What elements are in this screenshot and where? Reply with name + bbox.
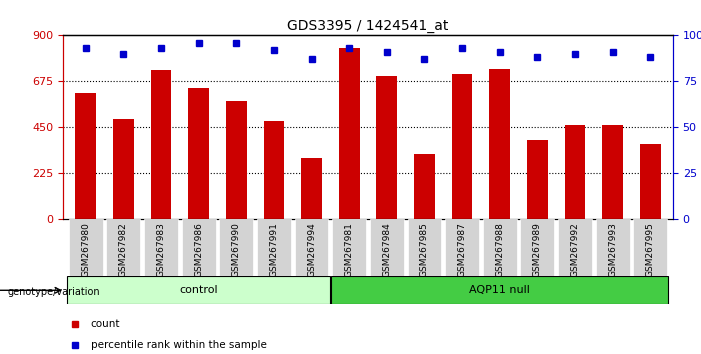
Bar: [414, 154, 435, 219]
Bar: [565, 125, 585, 219]
Text: count: count: [90, 319, 120, 329]
Bar: [602, 125, 623, 219]
FancyBboxPatch shape: [483, 219, 517, 276]
Bar: [451, 74, 472, 219]
Text: GSM267990: GSM267990: [232, 222, 240, 277]
Bar: [376, 76, 397, 219]
FancyBboxPatch shape: [257, 219, 291, 276]
Bar: [189, 87, 209, 219]
Title: GDS3395 / 1424541_at: GDS3395 / 1424541_at: [287, 19, 449, 33]
Bar: [151, 70, 171, 219]
FancyBboxPatch shape: [67, 276, 329, 304]
Text: AQP11 null: AQP11 null: [470, 285, 530, 295]
Text: GSM267984: GSM267984: [382, 222, 391, 277]
FancyBboxPatch shape: [219, 219, 253, 276]
Bar: [301, 158, 322, 219]
Text: GSM267995: GSM267995: [646, 222, 655, 277]
FancyBboxPatch shape: [182, 219, 216, 276]
Text: GSM267993: GSM267993: [608, 222, 617, 277]
Text: GSM267982: GSM267982: [119, 222, 128, 277]
Bar: [527, 140, 547, 219]
Bar: [75, 93, 96, 219]
Bar: [640, 144, 661, 219]
Text: GSM267981: GSM267981: [345, 222, 354, 277]
Text: GSM267980: GSM267980: [81, 222, 90, 277]
Text: GSM267983: GSM267983: [156, 222, 165, 277]
Bar: [226, 101, 247, 219]
Text: control: control: [179, 285, 218, 295]
Text: GSM267988: GSM267988: [496, 222, 504, 277]
Text: GSM267994: GSM267994: [307, 222, 316, 277]
Bar: [113, 119, 134, 219]
FancyBboxPatch shape: [407, 219, 442, 276]
FancyBboxPatch shape: [370, 219, 404, 276]
FancyBboxPatch shape: [294, 219, 329, 276]
FancyBboxPatch shape: [596, 219, 629, 276]
FancyBboxPatch shape: [69, 219, 102, 276]
Text: GSM267985: GSM267985: [420, 222, 429, 277]
FancyBboxPatch shape: [634, 219, 667, 276]
Text: genotype/variation: genotype/variation: [7, 287, 100, 297]
FancyBboxPatch shape: [107, 219, 140, 276]
Text: GSM267992: GSM267992: [571, 222, 580, 277]
Text: GSM267991: GSM267991: [269, 222, 278, 277]
FancyBboxPatch shape: [445, 219, 479, 276]
FancyBboxPatch shape: [520, 219, 554, 276]
Text: GSM267989: GSM267989: [533, 222, 542, 277]
FancyBboxPatch shape: [332, 219, 366, 276]
Text: GSM267986: GSM267986: [194, 222, 203, 277]
Text: GSM267987: GSM267987: [458, 222, 467, 277]
FancyBboxPatch shape: [331, 276, 669, 304]
Bar: [489, 69, 510, 219]
Bar: [264, 121, 285, 219]
Bar: [339, 48, 360, 219]
Text: percentile rank within the sample: percentile rank within the sample: [90, 340, 266, 350]
FancyBboxPatch shape: [144, 219, 178, 276]
FancyBboxPatch shape: [558, 219, 592, 276]
